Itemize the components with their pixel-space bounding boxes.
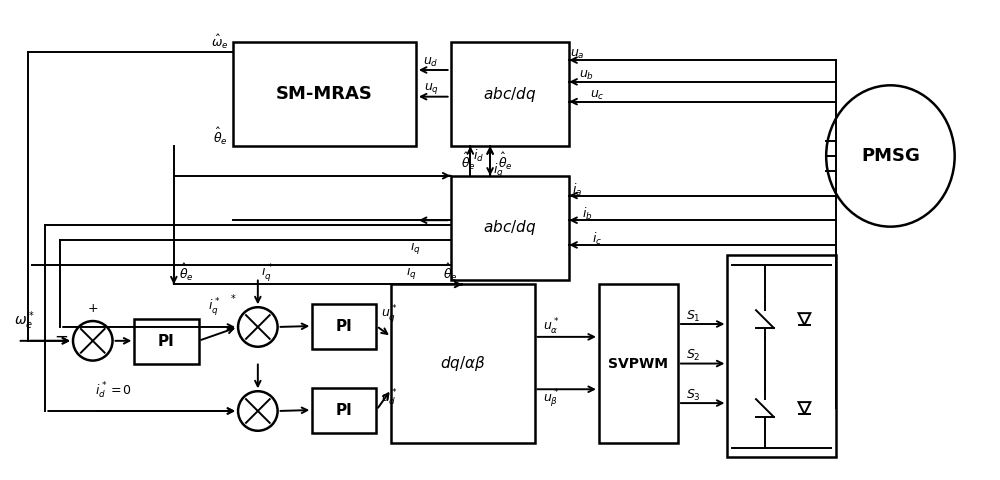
Text: $u_a$: $u_a$ bbox=[570, 48, 584, 61]
Text: $abc/dq$: $abc/dq$ bbox=[483, 218, 537, 237]
Text: $\hat{\omega}_e$: $\hat{\omega}_e$ bbox=[211, 33, 228, 51]
Text: PI: PI bbox=[336, 319, 353, 334]
Bar bbox=[312, 304, 376, 349]
Bar bbox=[599, 285, 678, 443]
Bar bbox=[451, 42, 569, 146]
Text: $i_q^*$: $i_q^*$ bbox=[208, 296, 221, 318]
Text: $i_q$: $i_q$ bbox=[406, 264, 416, 282]
Text: $u_d$: $u_d$ bbox=[423, 56, 439, 69]
Text: $i_c$: $i_c$ bbox=[592, 231, 602, 247]
Bar bbox=[451, 176, 569, 279]
Bar bbox=[312, 388, 376, 433]
Text: $i_d$: $i_d$ bbox=[473, 148, 484, 164]
Text: PMSG: PMSG bbox=[861, 147, 920, 165]
Text: $u_\beta^*$: $u_\beta^*$ bbox=[543, 388, 559, 410]
Text: SM-MRAS: SM-MRAS bbox=[276, 85, 373, 103]
Text: $dq/\alpha\beta$: $dq/\alpha\beta$ bbox=[440, 354, 486, 373]
Text: +: + bbox=[87, 302, 98, 315]
Text: $u_\alpha^*$: $u_\alpha^*$ bbox=[543, 317, 559, 337]
Text: $-$: $-$ bbox=[54, 327, 68, 345]
Bar bbox=[727, 255, 836, 457]
Text: $\omega_e^*$: $\omega_e^*$ bbox=[14, 310, 34, 332]
Text: $\hat{\theta}_e$: $\hat{\theta}_e$ bbox=[461, 150, 475, 171]
Text: $*$: $*$ bbox=[230, 292, 236, 302]
Text: $i_a$: $i_a$ bbox=[572, 181, 582, 198]
Text: $\hat{\theta}_e$: $\hat{\theta}_e$ bbox=[443, 262, 457, 283]
Text: $i_q^*$: $i_q^*$ bbox=[261, 262, 273, 284]
Bar bbox=[233, 42, 416, 146]
Text: $i_d^*=0$: $i_d^*=0$ bbox=[95, 381, 132, 401]
Bar bbox=[391, 285, 535, 443]
Text: PI: PI bbox=[336, 403, 353, 418]
Text: $u_c$: $u_c$ bbox=[590, 89, 604, 102]
Text: $S_2$: $S_2$ bbox=[686, 348, 700, 363]
Text: $S_1$: $S_1$ bbox=[686, 309, 700, 324]
Text: SVPWM: SVPWM bbox=[608, 357, 668, 371]
Text: $\hat{\theta}_e$: $\hat{\theta}_e$ bbox=[213, 126, 228, 147]
Text: $\hat{\theta}_e$: $\hat{\theta}_e$ bbox=[498, 150, 513, 171]
Text: $u_q$: $u_q$ bbox=[424, 81, 439, 96]
Text: PI: PI bbox=[158, 334, 175, 349]
Text: $i_b$: $i_b$ bbox=[582, 206, 592, 222]
Text: $\hat{\theta}_e$: $\hat{\theta}_e$ bbox=[179, 262, 194, 283]
Text: $S_3$: $S_3$ bbox=[686, 388, 701, 403]
Text: $u_d^*$: $u_d^*$ bbox=[381, 388, 398, 408]
Bar bbox=[134, 319, 199, 363]
Text: $u_b$: $u_b$ bbox=[579, 70, 595, 83]
Text: $u_q^*$: $u_q^*$ bbox=[381, 303, 398, 325]
Text: $i_q$: $i_q$ bbox=[410, 239, 421, 257]
Text: $abc/dq$: $abc/dq$ bbox=[483, 84, 537, 104]
Text: $i_q$: $i_q$ bbox=[493, 162, 504, 180]
